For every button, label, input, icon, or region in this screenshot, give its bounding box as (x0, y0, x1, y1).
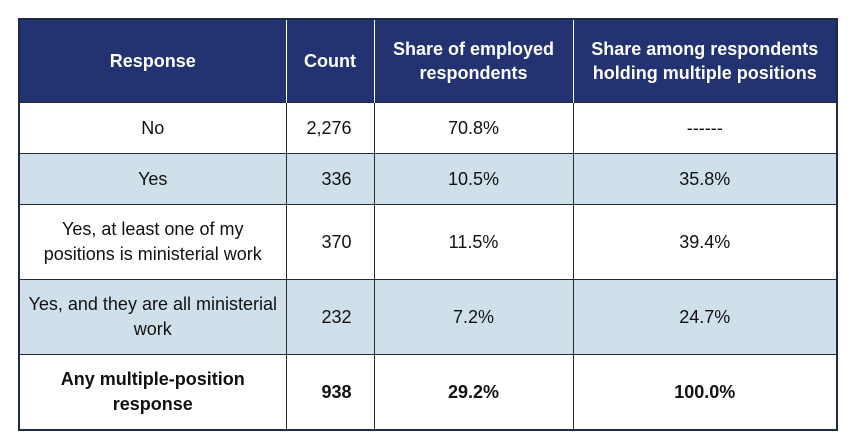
header-count: Count (286, 19, 375, 103)
cell-share-multiple: ------ (573, 102, 837, 154)
table-row: No 2,276 70.8% ------ (19, 102, 837, 154)
table-row: Yes, at least one of my positions is min… (19, 204, 837, 280)
cell-count: 938 (286, 354, 375, 430)
table-row-total: Any multiple-position response 938 29.2%… (19, 354, 837, 430)
cell-share-employed: 10.5% (374, 153, 574, 205)
header-response: Response (19, 19, 287, 103)
cell-share-multiple: 100.0% (573, 354, 837, 430)
table-header: Response Count Share of employed respond… (19, 19, 837, 103)
cell-response: No (19, 102, 287, 154)
header-row: Response Count Share of employed respond… (19, 19, 837, 103)
cell-share-employed: 70.8% (374, 102, 574, 154)
cell-count: 370 (286, 204, 375, 280)
table-row: Yes, and they are all ministerial work 2… (19, 279, 837, 355)
cell-share-employed: 29.2% (374, 354, 574, 430)
cell-response: Yes, at least one of my positions is min… (19, 204, 287, 280)
cell-share-employed: 7.2% (374, 279, 574, 355)
header-share-multiple: Share among respondents holding multiple… (573, 19, 837, 103)
cell-response: Yes (19, 153, 287, 205)
table-container: Response Count Share of employed respond… (18, 18, 838, 431)
table-body: No 2,276 70.8% ------ Yes 336 10.5% 35.8… (19, 102, 837, 430)
cell-share-multiple: 39.4% (573, 204, 837, 280)
cell-count: 2,276 (286, 102, 375, 154)
table-row: Yes 336 10.5% 35.8% (19, 153, 837, 205)
response-table: Response Count Share of employed respond… (18, 18, 838, 431)
cell-response: Yes, and they are all ministerial work (19, 279, 287, 355)
cell-share-multiple: 24.7% (573, 279, 837, 355)
cell-response: Any multiple-position response (19, 354, 287, 430)
cell-count: 232 (286, 279, 375, 355)
header-share-employed: Share of employed respondents (374, 19, 574, 103)
cell-share-multiple: 35.8% (573, 153, 837, 205)
cell-count: 336 (286, 153, 375, 205)
cell-share-employed: 11.5% (374, 204, 574, 280)
